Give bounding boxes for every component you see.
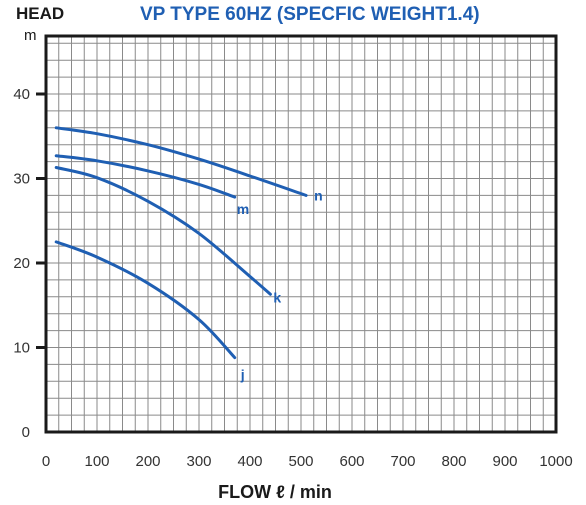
x-tick-label: 600 [339,453,364,470]
axis-ticks: 0 100 200 300 400 500 600 700 800 900 1000 0 10 20 30 4… [13,86,572,470]
y-tick-label: 0 [22,424,30,441]
x-tick-label: 0 [42,453,50,470]
y-axis-unit: m [24,27,37,44]
y-tick-label: 40 [13,86,30,103]
y-tick-label: 20 [13,255,30,272]
x-tick-label: 800 [441,453,466,470]
x-tick-label: 300 [186,453,211,470]
grid [46,36,556,432]
x-axis-label: FLOW ℓ / min [218,482,332,502]
plot-frame [44,34,558,434]
x-tick-label: 500 [288,453,313,470]
series-k-line [54,166,272,296]
x-tick-label: 1000 [539,453,572,470]
series-m-line [54,154,237,199]
x-tick-label: 100 [84,453,109,470]
x-tick-label: 400 [237,453,262,470]
curves: n m k j [54,126,323,383]
y-axis-title: HEAD [16,4,64,23]
y-tick-label: 30 [13,171,30,188]
x-tick-label: 700 [390,453,415,470]
x-tick-label: 200 [135,453,160,470]
y-tick-label: 10 [13,340,30,357]
series-n-label: n [314,187,323,203]
series-n-line [54,126,308,197]
series-k-label: k [273,289,281,305]
series-j-line [54,240,237,360]
series-j-label: j [240,367,245,383]
series-m-label: m [237,201,249,217]
chart-title: VP TYPE 60HZ (SPECFIC WEIGHT1.4) [140,4,480,25]
x-tick-label: 900 [492,453,517,470]
